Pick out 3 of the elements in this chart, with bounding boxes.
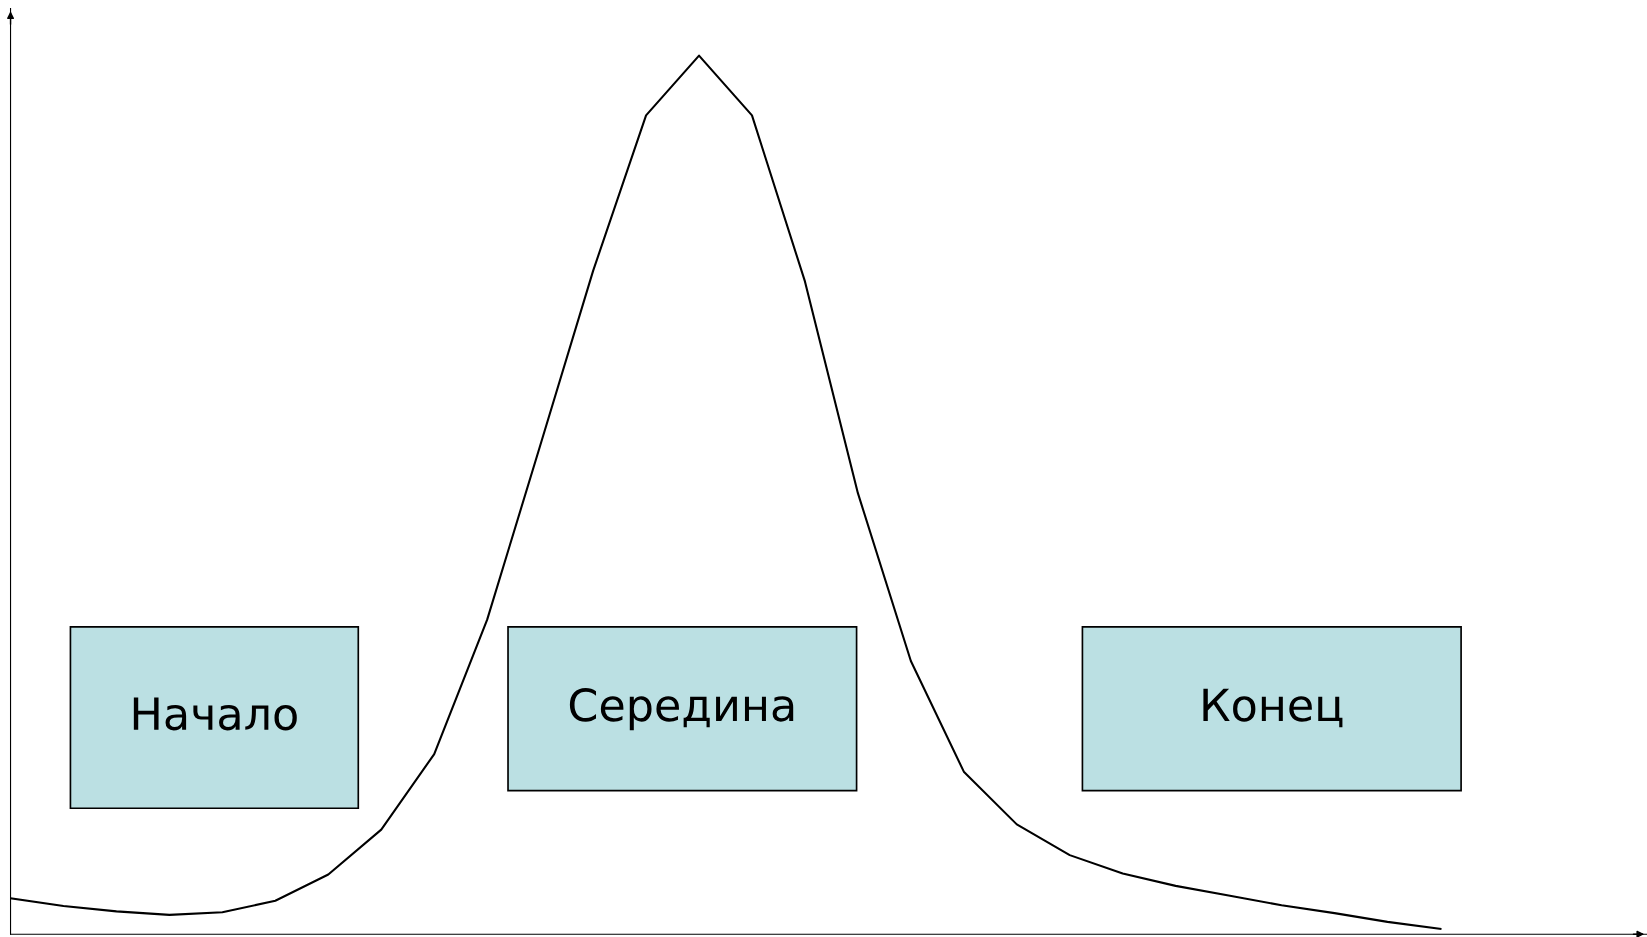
annotation: Начало — [133, 697, 297, 731]
annotation: Конец — [1203, 688, 1343, 728]
annotation: Середина — [569, 688, 794, 731]
